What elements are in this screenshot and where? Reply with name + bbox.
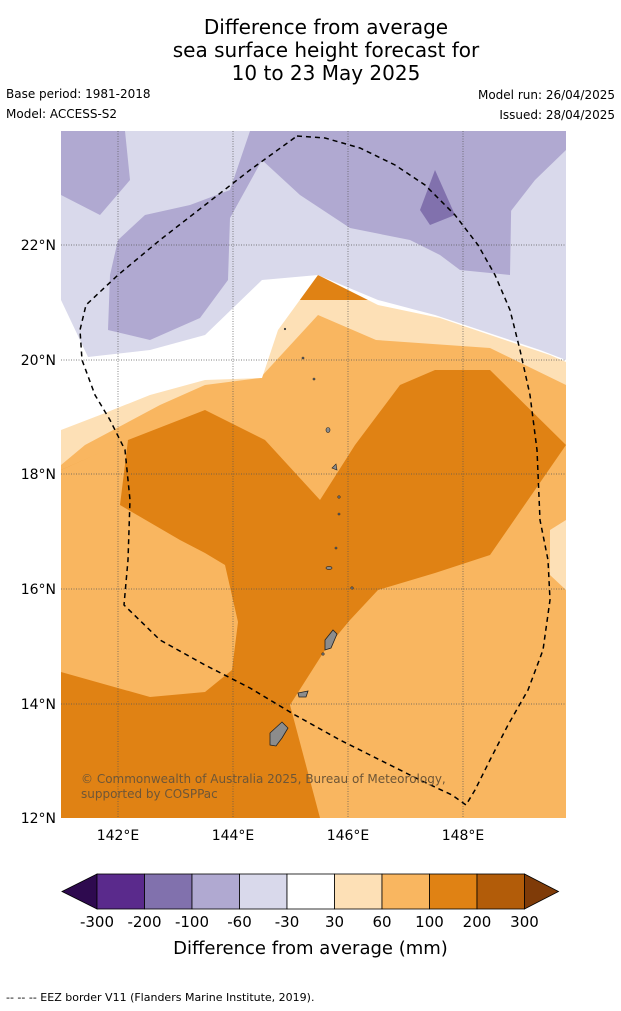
credit-text: © Commonwealth of Australia 2025, Bureau… bbox=[81, 772, 446, 801]
island-7 bbox=[325, 427, 331, 433]
contour-minus60-minus100-east bbox=[262, 131, 540, 275]
colorbar-extend-low bbox=[61, 873, 98, 910]
contour-minus60-minus100-west bbox=[61, 131, 262, 340]
colorbar-tick-label: 200 bbox=[462, 913, 492, 931]
lon-label-142: 142°E bbox=[97, 828, 140, 844]
base-period: Base period: 1981-2018 bbox=[6, 87, 151, 101]
island-10 bbox=[283, 327, 287, 331]
colorbar-tick-label: 300 bbox=[510, 913, 539, 931]
issued-date: Issued: 28/04/2025 bbox=[499, 108, 615, 122]
colorbar-segment bbox=[429, 873, 478, 910]
island-2 bbox=[325, 566, 333, 570]
contour-60-100-east bbox=[290, 445, 566, 818]
colorbar-segment bbox=[334, 873, 383, 910]
island-4 bbox=[337, 512, 341, 516]
colorbar-tick-label: 100 bbox=[415, 913, 444, 931]
lat-label-22: 22°N bbox=[21, 238, 56, 254]
lon-label-148: 148°E bbox=[442, 828, 485, 844]
colorbar-segment bbox=[381, 873, 430, 910]
island-5 bbox=[337, 495, 341, 499]
map-title: Difference from average sea surface heig… bbox=[0, 16, 621, 85]
colorbar-title: Difference from average (mm) bbox=[173, 938, 448, 959]
gridlines bbox=[61, 131, 566, 818]
lon-label-146: 146°E bbox=[327, 828, 370, 844]
island-9 bbox=[301, 356, 305, 360]
colorbar-segment bbox=[96, 873, 145, 910]
model-run: Model run: 26/04/2025 bbox=[477, 88, 615, 102]
contour-layer bbox=[61, 131, 566, 818]
colorbar-tick-label: -100 bbox=[174, 913, 210, 931]
eez-border bbox=[79, 135, 551, 807]
colorbar-tick-label: -300 bbox=[79, 913, 115, 931]
colorbar-tick-label: -30 bbox=[274, 913, 300, 931]
eez-legend-note: -- -- -- EEZ border V11 (Flanders Marine… bbox=[6, 991, 315, 1004]
title-line-2: sea surface height forecast for bbox=[172, 38, 480, 62]
colorbar-tick-label: -60 bbox=[227, 913, 252, 931]
island-8 bbox=[312, 377, 316, 381]
lat-label-12: 12°N bbox=[21, 811, 56, 827]
title-line-3: 10 to 23 May 2025 bbox=[231, 61, 421, 85]
lat-label-14: 14°N bbox=[21, 697, 56, 713]
colorbar-tick-label: 30 bbox=[324, 913, 345, 931]
island-guam bbox=[269, 721, 289, 747]
island-saipan bbox=[324, 629, 338, 651]
colorbar-extend-high bbox=[524, 873, 560, 910]
latitude-labels: 22°N 20°N 18°N 16°N 14°N 12°N bbox=[21, 238, 56, 827]
contour-minus60-minus100-corner bbox=[61, 131, 130, 215]
title-line-1: Difference from average bbox=[203, 15, 449, 39]
colorbar bbox=[61, 873, 560, 910]
colorbar-segment bbox=[286, 873, 335, 910]
lon-label-144: 144°E bbox=[212, 828, 255, 844]
lat-label-20: 20°N bbox=[21, 353, 56, 369]
island-6 bbox=[331, 463, 338, 471]
island-rota bbox=[297, 690, 309, 698]
island-tinian bbox=[321, 652, 325, 656]
lat-label-18: 18°N bbox=[21, 467, 56, 483]
colorbar-segment bbox=[239, 873, 288, 910]
island-3 bbox=[334, 546, 338, 550]
colorbar-tick-label: -200 bbox=[127, 913, 162, 931]
colorbar-tick-label: 60 bbox=[372, 913, 392, 931]
longitude-labels: 142°E 144°E 146°E 148°E bbox=[97, 828, 485, 844]
lat-label-16: 16°N bbox=[21, 582, 56, 598]
colorbar-segment bbox=[476, 873, 525, 910]
contour-60-100-west bbox=[61, 440, 238, 697]
colorbar-segment bbox=[191, 873, 240, 910]
model-name: Model: ACCESS-S2 bbox=[6, 107, 118, 121]
contour-30-60-east bbox=[550, 520, 566, 590]
colorbar-segment bbox=[144, 873, 193, 910]
